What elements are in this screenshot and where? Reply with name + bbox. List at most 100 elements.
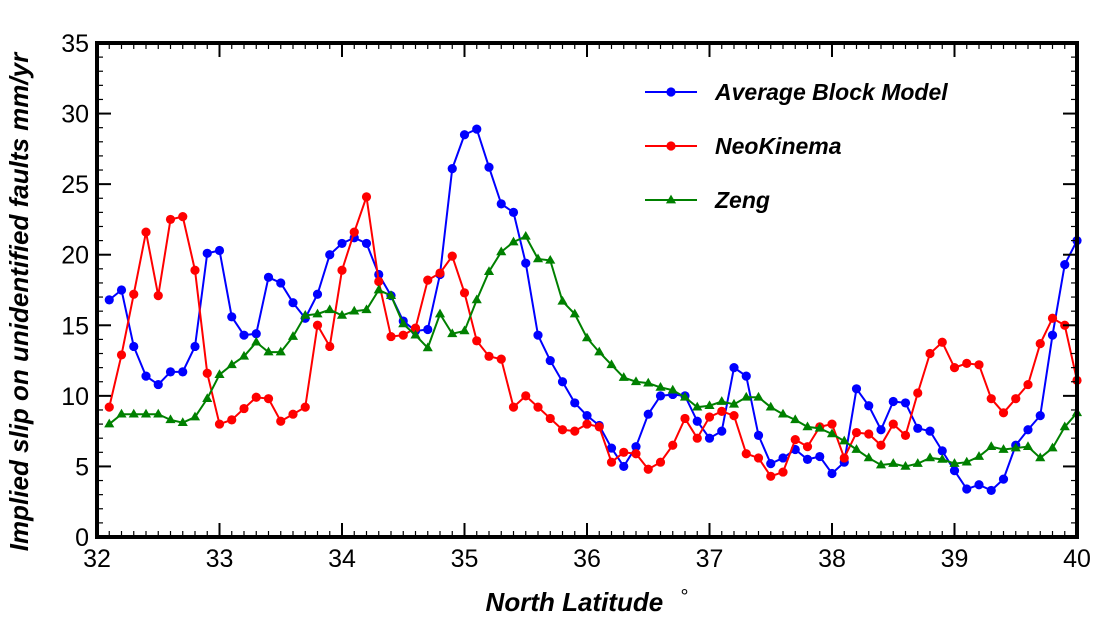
- data-point-neokinema: [839, 453, 849, 463]
- data-point-neokinema: [778, 467, 788, 477]
- data-point-average-block-model: [913, 423, 923, 433]
- data-point-zeng: [753, 391, 764, 401]
- data-point-neokinema: [410, 323, 421, 333]
- data-point-average-block-model: [288, 298, 298, 308]
- data-point-neokinema: [827, 419, 837, 429]
- data-point-average-block-model: [276, 278, 286, 288]
- legend-label-zeng: Zeng: [714, 187, 770, 213]
- data-point-neokinema: [766, 471, 776, 481]
- data-point-neokinema: [398, 330, 408, 340]
- legend-entry-zeng: Zeng: [645, 187, 770, 213]
- data-point-zeng: [434, 308, 446, 318]
- data-point-neokinema: [1011, 394, 1021, 404]
- y-tick-label: 20: [61, 242, 89, 270]
- data-point-zeng: [226, 359, 237, 369]
- data-point-zeng: [410, 329, 421, 339]
- x-tick-label: 37: [696, 545, 724, 573]
- data-point-neokinema: [153, 291, 163, 301]
- data-point-average-block-model: [864, 401, 874, 411]
- y-tick-label: 10: [61, 383, 89, 411]
- data-point-neokinema: [251, 392, 261, 402]
- x-tick-label: 35: [451, 545, 479, 573]
- data-point-average-block-model: [214, 245, 225, 256]
- legend-marker-average-block-model: [666, 87, 676, 97]
- data-point-average-block-model: [141, 371, 151, 381]
- data-point-neokinema: [423, 275, 433, 285]
- data-point-zeng: [251, 336, 262, 346]
- series-layer: [104, 124, 1083, 496]
- legend-marker-neokinema: [666, 141, 676, 151]
- data-point-average-block-model: [619, 461, 629, 472]
- data-point-neokinema: [998, 408, 1009, 418]
- legend-label-average-block-model: Average Block Model: [714, 79, 948, 105]
- data-point-neokinema: [361, 192, 372, 202]
- data-point-neokinema: [925, 348, 935, 359]
- data-point-zeng: [655, 381, 666, 391]
- x-tick-label: 33: [206, 545, 234, 573]
- data-point-zeng: [312, 308, 323, 318]
- data-point-neokinema: [521, 391, 531, 401]
- data-point-zeng: [128, 408, 139, 418]
- data-point-average-block-model: [815, 451, 825, 462]
- data-point-zeng: [189, 411, 201, 421]
- data-point-average-block-model: [190, 341, 200, 352]
- data-point-neokinema: [178, 212, 188, 222]
- data-point-average-block-model: [1023, 425, 1033, 435]
- data-point-neokinema: [753, 453, 764, 463]
- data-point-neokinema: [190, 265, 200, 275]
- data-point-average-block-model: [729, 363, 739, 373]
- data-point-zeng: [630, 376, 642, 386]
- data-point-zeng: [1022, 441, 1034, 450]
- data-point-neokinema: [349, 227, 359, 237]
- data-point-zeng: [324, 304, 335, 314]
- data-point-neokinema: [214, 419, 225, 429]
- data-point-neokinema: [692, 433, 702, 443]
- data-point-neokinema: [165, 214, 176, 225]
- data-point-zeng: [606, 359, 617, 369]
- degree-symbol: °: [680, 586, 688, 608]
- data-point-neokinema: [962, 358, 972, 368]
- data-point-average-block-model: [962, 484, 972, 494]
- data-point-neokinema: [104, 402, 114, 412]
- data-point-neokinema: [337, 265, 347, 275]
- data-point-neokinema: [1047, 313, 1058, 323]
- data-point-average-block-model: [227, 312, 237, 322]
- x-tick-label: 32: [83, 545, 111, 573]
- data-point-zeng: [177, 417, 188, 426]
- data-point-zeng: [692, 401, 703, 411]
- data-point-average-block-model: [753, 430, 764, 440]
- data-point-zeng: [973, 451, 985, 460]
- data-point-neokinema: [325, 341, 335, 352]
- data-point-average-block-model: [484, 162, 494, 172]
- data-point-average-block-model: [557, 377, 568, 387]
- data-point-zeng: [104, 418, 115, 428]
- data-point-neokinema: [447, 251, 457, 261]
- data-point-neokinema: [729, 411, 739, 421]
- data-point-zeng: [826, 428, 838, 438]
- data-point-zeng: [496, 246, 507, 256]
- data-point-neokinema: [276, 416, 286, 426]
- data-point-zeng: [704, 400, 715, 410]
- legend: Average Block Model NeoKinema Zeng: [645, 79, 948, 213]
- data-point-zeng: [373, 284, 384, 294]
- legend-label-neokinema: NeoKinema: [715, 133, 842, 159]
- data-point-neokinema: [570, 426, 580, 436]
- y-tick-label: 30: [61, 101, 89, 129]
- x-tick-label: 34: [328, 545, 356, 573]
- data-point-zeng: [594, 346, 605, 356]
- data-point-neokinema: [227, 415, 237, 425]
- series-average-block-model: [104, 124, 1082, 496]
- data-point-neokinema: [802, 442, 813, 452]
- data-point-average-block-model: [521, 258, 531, 268]
- data-point-average-block-model: [888, 396, 898, 407]
- data-point-average-block-model: [423, 324, 433, 335]
- legend-entry-neokinema: NeoKinema: [645, 133, 842, 159]
- data-point-zeng: [900, 461, 911, 470]
- data-point-average-block-model: [1035, 411, 1045, 421]
- data-point-average-block-model: [741, 371, 751, 381]
- data-point-zeng: [741, 391, 752, 401]
- data-point-zeng: [202, 393, 213, 403]
- data-point-average-block-model: [178, 367, 188, 377]
- data-point-zeng: [422, 342, 433, 352]
- data-point-average-block-model: [153, 379, 163, 390]
